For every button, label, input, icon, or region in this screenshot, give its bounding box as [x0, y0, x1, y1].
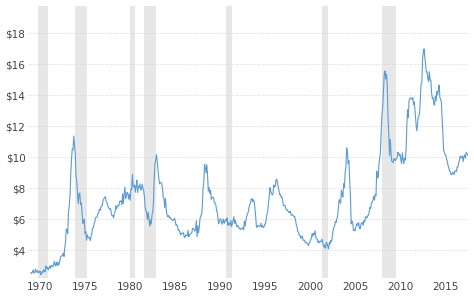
Bar — [145, 6, 156, 278]
Bar — [322, 6, 328, 278]
Bar — [38, 6, 48, 278]
Bar — [130, 6, 136, 278]
Bar — [226, 6, 232, 278]
Bar — [75, 6, 87, 278]
Bar — [382, 6, 396, 278]
